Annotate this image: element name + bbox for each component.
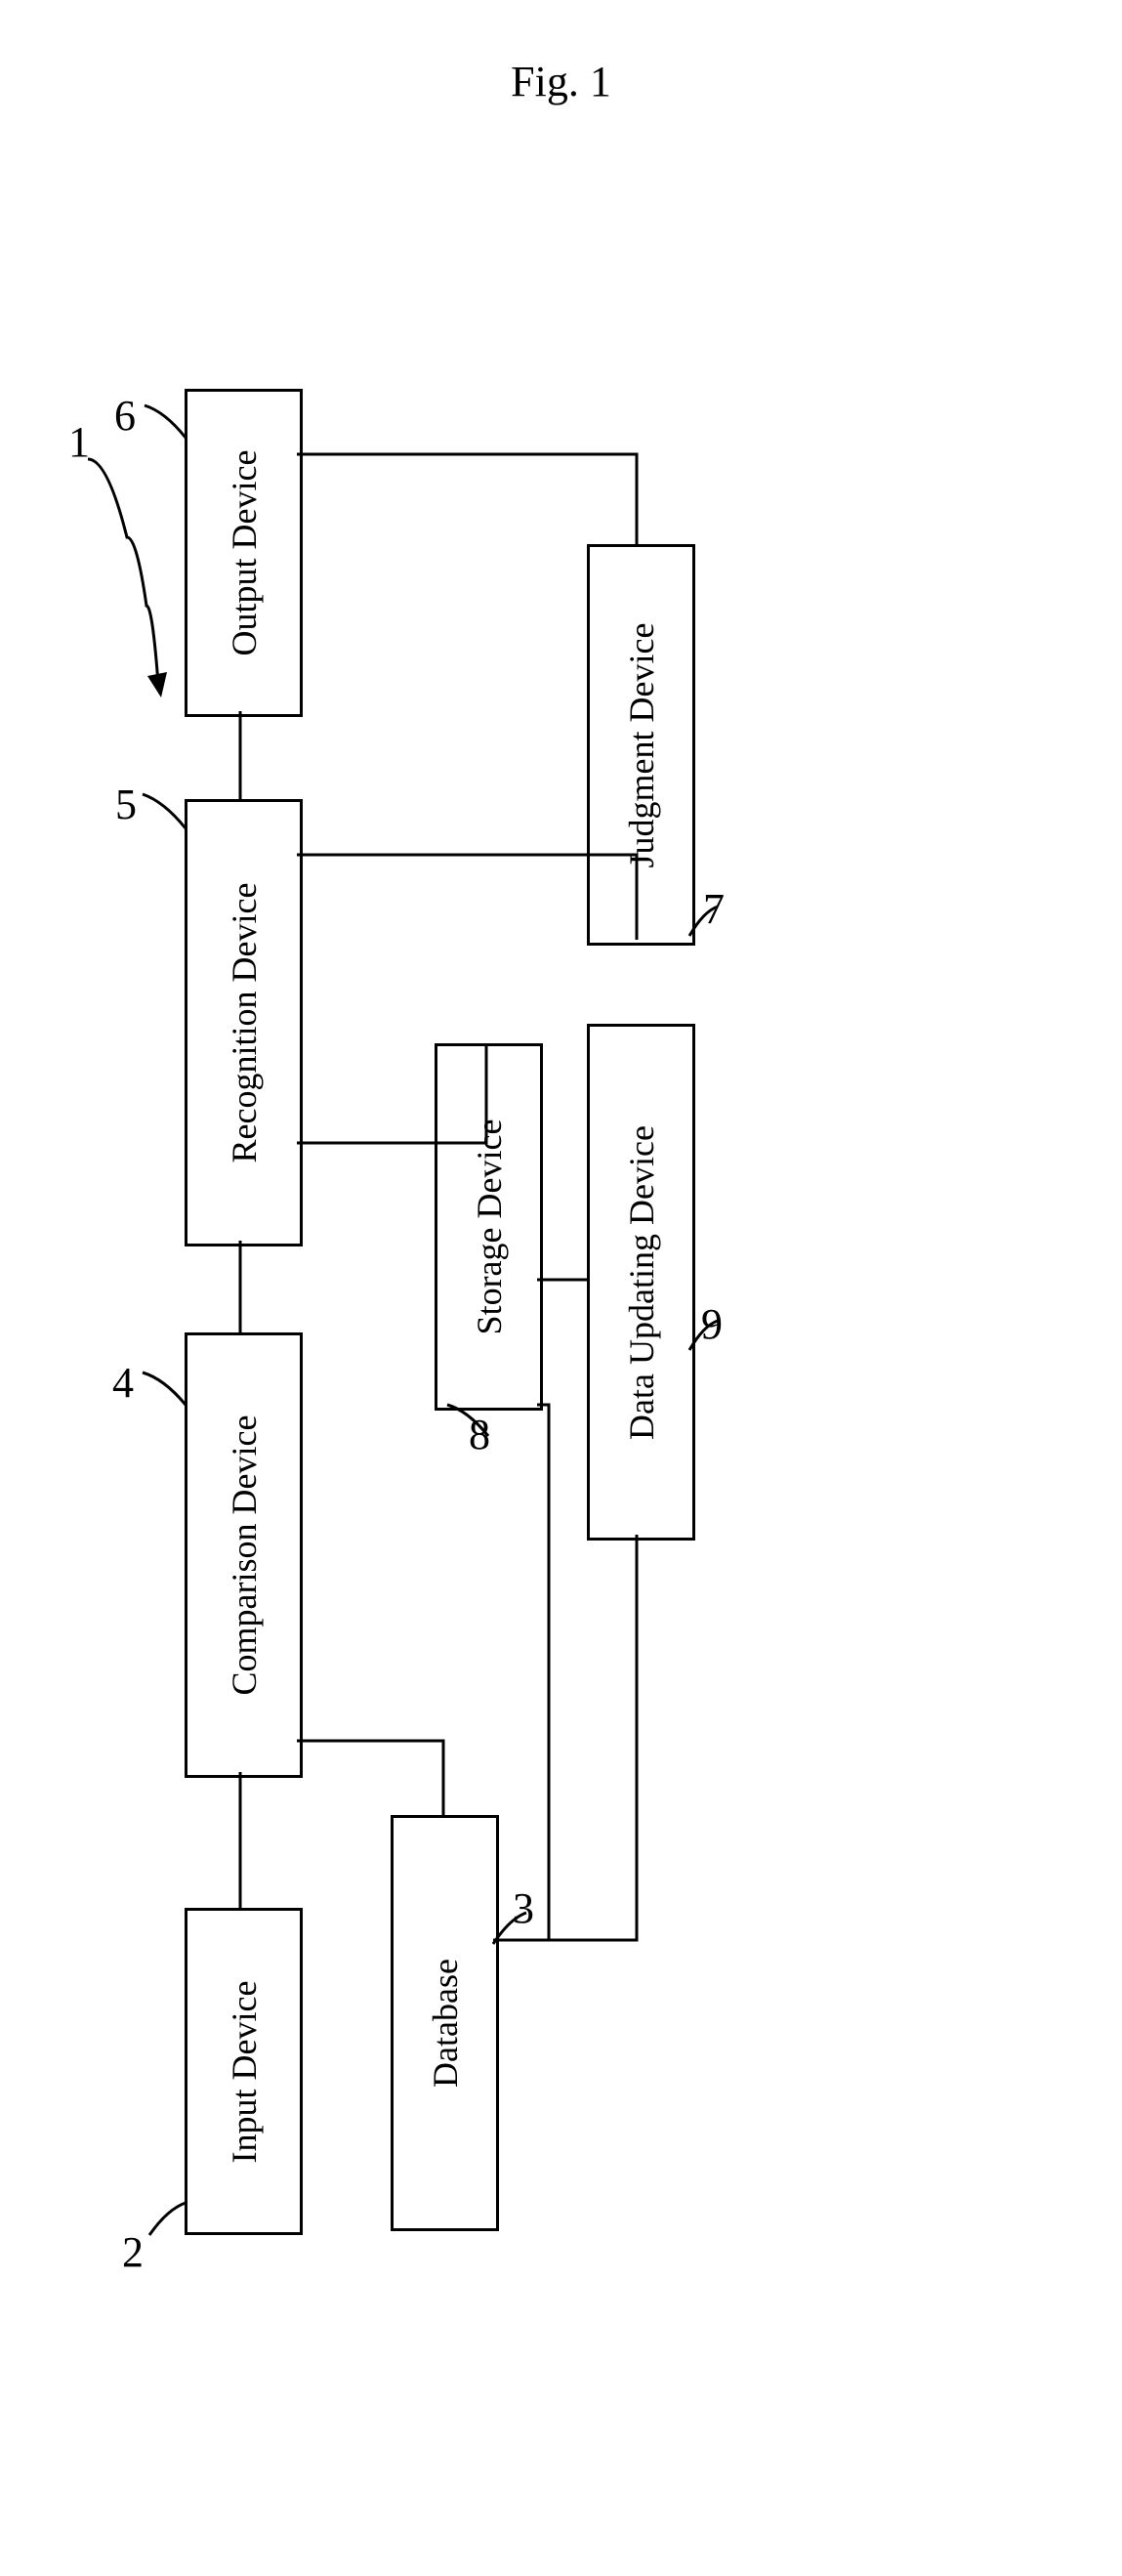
node-recognition-label: Recognition Device [224,883,265,1163]
ref-num-5: 5 [115,780,137,829]
ref-num-1: 1 [68,417,90,467]
node-input-label: Input Device [224,1981,265,2164]
node-comparison-label: Comparison Device [224,1415,265,1696]
node-database-label: Database [425,1959,466,2088]
node-recognition-device: Recognition Device [185,799,303,1246]
connectors-svg [0,0,1122,2576]
node-storage-device: Storage Device [435,1043,543,1411]
ref-num-9: 9 [701,1299,723,1349]
node-judgment-label: Judgment Device [621,623,662,868]
page-canvas: Fig. 1 Input Device Comparison Device Re… [0,0,1122,2576]
node-database: Database [391,1815,499,2231]
node-comparison-device: Comparison Device [185,1332,303,1778]
ref-num-2: 2 [122,2227,144,2277]
node-data-updating-device: Data Updating Device [587,1024,695,1541]
ref-num-8: 8 [469,1410,490,1459]
node-input-device: Input Device [185,1908,303,2235]
ref-num-7: 7 [703,884,725,934]
node-updating-label: Data Updating Device [621,1125,662,1440]
node-output-label: Output Device [224,450,265,656]
node-storage-label: Storage Device [469,1119,510,1335]
ref-num-4: 4 [112,1358,134,1408]
ref-num-3: 3 [513,1883,534,1933]
node-judgment-device: Judgment Device [587,544,695,946]
figure-title: Fig. 1 [0,57,1122,106]
node-output-device: Output Device [185,389,303,717]
ref-num-6: 6 [114,391,136,441]
